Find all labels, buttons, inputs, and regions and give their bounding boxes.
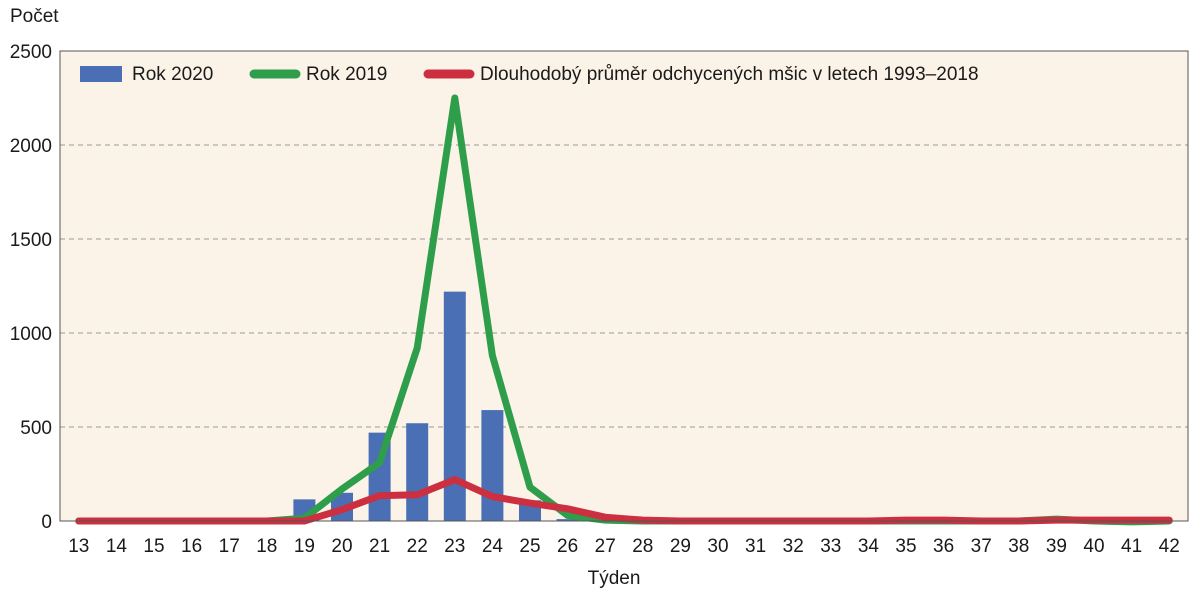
y-tick-label: 0 [41, 512, 52, 533]
bar-23 [443, 291, 466, 521]
x-tick-label: 33 [820, 536, 841, 557]
legend-label-rok-2020: Rok 2020 [132, 64, 213, 85]
y-tick-label: 2000 [10, 136, 52, 157]
x-tick-label: 15 [143, 536, 164, 557]
bar-26 [556, 519, 579, 521]
x-tick-label: 14 [106, 536, 128, 557]
x-tick-label: 34 [858, 536, 880, 557]
x-tick-label: 16 [181, 536, 202, 557]
x-tick-label: 36 [933, 536, 954, 557]
x-tick-label: 28 [632, 536, 653, 557]
x-tick-label: 24 [482, 536, 504, 557]
gridlines [60, 144, 1188, 428]
x-tick-label: 23 [444, 536, 465, 557]
x-tick-label: 31 [745, 536, 766, 557]
y-tick-label: 1000 [10, 324, 52, 345]
x-tick-label: 22 [407, 536, 428, 557]
x-tick-label: 32 [783, 536, 804, 557]
x-tick-label: 25 [519, 536, 540, 557]
legend-label-dlouhodoby-prumer: Dlouhodobý průměr odchycených mšic v let… [480, 64, 979, 85]
x-tick-label: 37 [971, 536, 992, 557]
x-tick-label: 39 [1046, 536, 1067, 557]
x-tick-label: 27 [595, 536, 616, 557]
x-tick-label: 20 [331, 536, 352, 557]
plot-background [60, 51, 1188, 521]
y-tick-label: 500 [20, 418, 52, 439]
y-axis-title: Počet [10, 6, 59, 27]
x-axis-title: Týden [588, 568, 641, 589]
x-tick-label: 26 [557, 536, 578, 557]
x-tick-label: 41 [1121, 536, 1142, 557]
y-tick-labels: 0 500 1000 1500 2000 2500 [10, 42, 52, 533]
legend-swatch-rok-2020 [80, 66, 122, 82]
x-tick-label: 35 [895, 536, 916, 557]
bar-24 [481, 410, 504, 521]
y-tick-label: 1500 [10, 230, 52, 251]
x-tick-label: 40 [1083, 536, 1104, 557]
x-tick-label: 18 [256, 536, 277, 557]
legend: Rok 2020 Rok 2019 Dlouhodobý průměr odch… [80, 64, 979, 85]
x-tick-label: 19 [294, 536, 315, 557]
x-tick-label: 42 [1159, 536, 1180, 557]
y-tick-label: 2500 [10, 42, 52, 63]
plot-frame [59, 50, 1189, 522]
x-tick-labels: 13 14 15 16 17 18 19 20 21 22 23 24 25 26 27 28 29 30 31 32… [68, 536, 1180, 557]
x-tick-label: 38 [1008, 536, 1029, 557]
x-tick-label: 29 [670, 536, 691, 557]
bar-22 [406, 423, 429, 521]
x-tick-label: 21 [369, 536, 390, 557]
x-tick-label: 17 [219, 536, 240, 557]
x-tick-label: 13 [68, 536, 89, 557]
x-tick-label: 30 [707, 536, 728, 557]
legend-label-rok-2019: Rok 2019 [306, 64, 387, 85]
